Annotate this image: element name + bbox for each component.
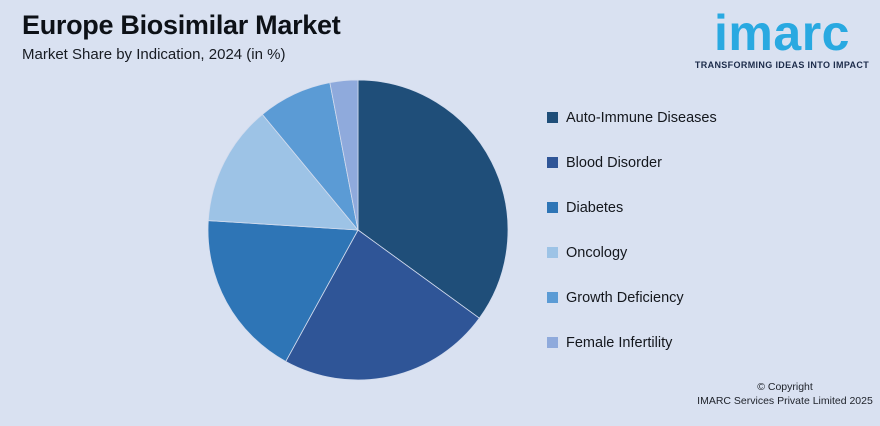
legend-marker-swatch (547, 112, 558, 123)
pie-slice-oncology (207, 113, 359, 231)
legend-label: Auto-Immune Diseases (566, 109, 717, 126)
imarc-logo: imarc TRANSFORMING IDEAS INTO IMPACT (692, 4, 872, 70)
copyright-line1: © Copyright (757, 381, 813, 393)
copyright-line2: IMARC Services Private Limited 2025 (697, 395, 873, 408)
pie-chart (207, 79, 509, 381)
header: Europe Biosimilar Market Market Share by… (22, 10, 341, 64)
pie-slice-blood-disorder (285, 229, 480, 381)
legend-label: Growth Deficiency (566, 289, 684, 306)
copyright: © Copyright IMARC Services Private Limit… (690, 380, 880, 408)
legend-item-blood-disorder: Blood Disorder (547, 140, 717, 185)
pie-slice-auto-immune-diseases (357, 79, 509, 319)
page-subtitle: Market Share by Indication, 2024 (in %) (22, 46, 286, 64)
pie-slice-female-infertility (329, 79, 359, 231)
legend-label: Oncology (566, 244, 628, 261)
legend-marker-swatch (547, 157, 558, 168)
legend-item-female-infertility: Female Infertility (547, 320, 717, 365)
legend-marker-swatch (547, 337, 558, 348)
legend: Auto-Immune Diseases Blood Disorder Diabet… (547, 95, 717, 365)
legend-item-auto-immune-diseases: Auto-Immune Diseases (547, 95, 717, 140)
imarc-logo-tagline: TRANSFORMING IDEAS INTO IMPACT (694, 60, 870, 70)
pie-slice-diabetes (207, 220, 359, 362)
legend-label: Female Infertility (566, 334, 673, 351)
imarc-logo-text: imarc (714, 5, 850, 61)
legend-label: Diabetes (566, 199, 624, 216)
legend-marker-swatch (547, 292, 558, 303)
legend-item-oncology: Oncology (547, 230, 717, 275)
legend-item-growth-deficiency: Growth Deficiency (547, 275, 717, 320)
page-title: Europe Biosimilar Market (22, 10, 341, 40)
legend-item-diabetes: Diabetes (547, 185, 717, 230)
legend-label: Blood Disorder (566, 154, 662, 171)
legend-marker-swatch (547, 202, 558, 213)
legend-marker-swatch (547, 247, 558, 258)
